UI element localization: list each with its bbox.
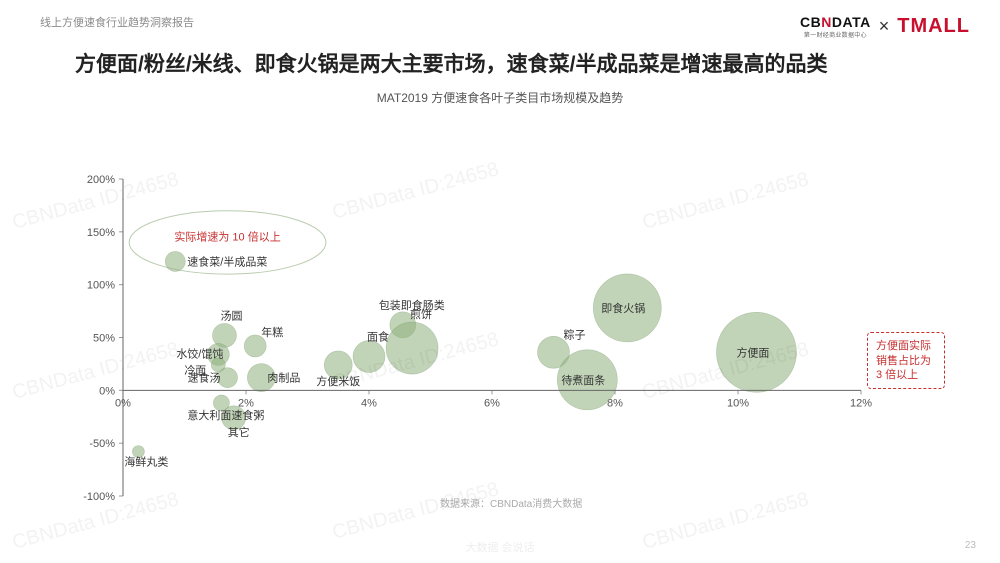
svg-text:200%: 200% (87, 175, 115, 186)
page-title: 方便面/粉丝/米线、即食火锅是两大主要市场，速食菜/半成品菜是增速最高的品类 (0, 45, 1000, 79)
svg-text:煎饼: 煎饼 (410, 307, 432, 321)
svg-text:待煮面条: 待煮面条 (561, 373, 605, 387)
cbndata-logo-sub: 第一财经商业数据中心 (800, 30, 871, 39)
svg-text:-50%: -50% (89, 438, 115, 450)
svg-text:其它: 其它 (228, 425, 250, 439)
svg-text:-100%: -100% (83, 491, 115, 503)
header-bar: 线上方便速食行业趋势洞察报告 CBNDATA 第一财经商业数据中心 × TMAL… (0, 0, 1000, 45)
svg-text:方便面: 方便面 (736, 345, 769, 359)
svg-text:150%: 150% (87, 227, 115, 239)
data-source: 数据来源：CBNData消费大数据 (440, 495, 582, 510)
svg-text:面食: 面食 (367, 330, 389, 344)
svg-text:12%: 12% (850, 397, 872, 409)
svg-text:粽子: 粽子 (564, 327, 586, 341)
svg-text:实际增速为 10 倍以上: 实际增速为 10 倍以上 (174, 229, 280, 243)
svg-text:10%: 10% (727, 397, 749, 409)
tmall-logo: TMALL (897, 15, 970, 38)
bubble-chart: -100%-50%0%50%100%150%200%0%2%4%6%8%10%1… (75, 175, 955, 520)
annotation-box: 方便面实际销售占比为 3 倍以上 (867, 332, 945, 389)
svg-text:意大利面速食粥: 意大利面速食粥 (187, 408, 264, 422)
footer-watermark: 大数据 会说话 (0, 539, 1000, 555)
svg-text:肉制品: 肉制品 (267, 372, 300, 385)
logo-group: CBNDATA 第一财经商业数据中心 × TMALL (800, 14, 970, 39)
cbndata-logo: CBNDATA 第一财经商业数据中心 (800, 14, 871, 39)
svg-text:0%: 0% (99, 385, 115, 397)
svg-text:速食菜/半成品菜: 速食菜/半成品菜 (187, 254, 267, 268)
chart-subtitle: MAT2019 方便速食各叶子类目市场规模及趋势 (0, 89, 1000, 106)
logo-separator: × (879, 16, 890, 37)
svg-text:4%: 4% (361, 397, 377, 409)
svg-text:6%: 6% (484, 397, 500, 409)
svg-text:即食火锅: 即食火锅 (601, 301, 645, 315)
svg-text:速食汤: 速食汤 (188, 371, 221, 385)
svg-text:方便米饭: 方便米饭 (316, 374, 360, 388)
report-label: 线上方便速食行业趋势洞察报告 (40, 14, 194, 30)
svg-text:汤圆: 汤圆 (220, 308, 242, 322)
svg-text:2%: 2% (238, 397, 254, 409)
cbndata-logo-main: CBNDATA (800, 14, 871, 30)
svg-text:年糕: 年糕 (261, 325, 283, 339)
svg-text:水饺/馄饨: 水饺/馄饨 (176, 346, 223, 360)
svg-text:50%: 50% (93, 333, 115, 345)
svg-text:海鲜丸类: 海鲜丸类 (124, 455, 168, 469)
svg-text:100%: 100% (87, 280, 115, 292)
